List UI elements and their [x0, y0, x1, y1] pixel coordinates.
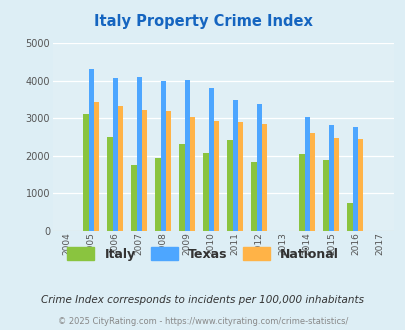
Bar — [141, 110, 147, 231]
Bar — [112, 78, 117, 231]
Bar — [131, 165, 136, 231]
Bar — [203, 153, 208, 231]
Bar — [304, 117, 309, 231]
Bar — [357, 139, 362, 231]
Bar — [309, 133, 315, 231]
Bar — [83, 115, 88, 231]
Bar — [237, 122, 243, 231]
Bar — [160, 82, 166, 231]
Bar — [155, 158, 160, 231]
Bar — [166, 111, 171, 231]
Bar — [227, 140, 232, 231]
Text: © 2025 CityRating.com - https://www.cityrating.com/crime-statistics/: © 2025 CityRating.com - https://www.city… — [58, 317, 347, 326]
Bar — [328, 125, 333, 231]
Bar — [256, 104, 261, 231]
Bar — [299, 154, 304, 231]
Bar — [88, 69, 94, 231]
Bar — [94, 102, 99, 231]
Bar — [251, 162, 256, 231]
Bar — [261, 124, 266, 231]
Text: Italy Property Crime Index: Italy Property Crime Index — [93, 14, 312, 29]
Bar — [333, 138, 339, 231]
Bar — [323, 159, 328, 231]
Bar — [352, 127, 357, 231]
Bar — [232, 100, 237, 231]
Bar — [347, 203, 352, 231]
Bar — [117, 106, 123, 231]
Bar — [179, 145, 184, 231]
Legend: Italy, Texas, National: Italy, Texas, National — [62, 242, 343, 266]
Bar — [208, 88, 213, 231]
Bar — [136, 77, 141, 231]
Bar — [184, 80, 190, 231]
Bar — [190, 117, 195, 231]
Text: Crime Index corresponds to incidents per 100,000 inhabitants: Crime Index corresponds to incidents per… — [41, 295, 364, 305]
Bar — [107, 137, 112, 231]
Bar — [213, 121, 219, 231]
